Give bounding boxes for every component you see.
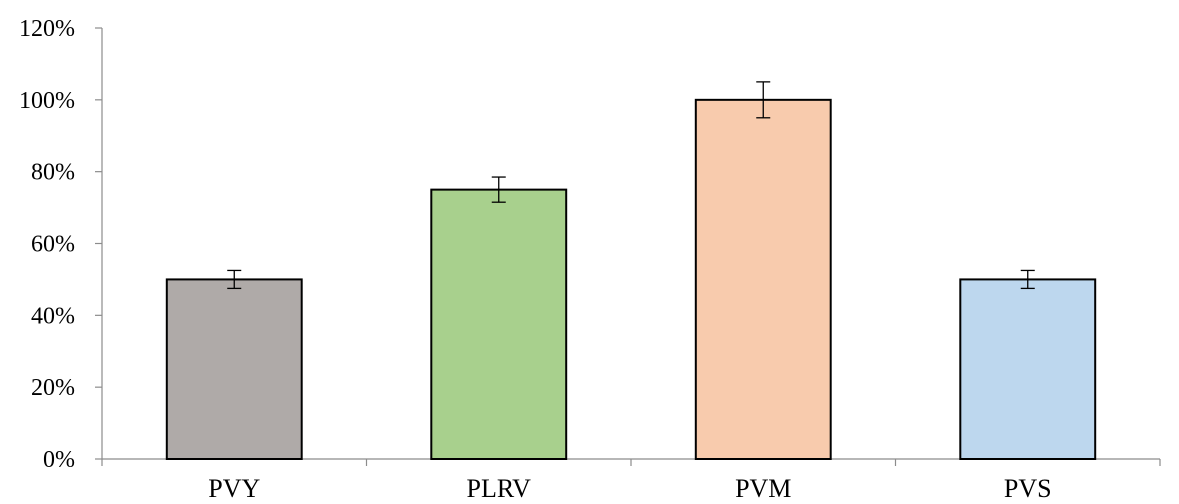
x-tick-label-pvs: PVS: [1004, 474, 1052, 503]
y-tick-label: 100%: [19, 88, 75, 114]
bar-plrv: [430, 188, 568, 460]
y-tick-label: 20%: [31, 375, 75, 401]
bar-pvm: [694, 98, 832, 460]
bar-pvs: [959, 278, 1097, 460]
x-tick-label-pvm: PVM: [735, 474, 791, 503]
y-tick-label: 40%: [31, 303, 75, 329]
x-tick-label-pvy: PVY: [208, 474, 260, 503]
y-tick-label: 0%: [43, 447, 75, 473]
error-bars: [227, 81, 1035, 290]
x-tick-label-plrv: PLRV: [467, 474, 532, 503]
y-axis: 0% 20% 40% 60% 80% 100% 120%: [19, 16, 103, 473]
y-tick-label: 60%: [31, 232, 75, 258]
bar-pvy: [165, 278, 303, 460]
y-tick-label: 80%: [31, 160, 75, 186]
x-axis: PVY PLRV PVM PVS: [101, 458, 1161, 503]
y-tick-label: 120%: [19, 16, 75, 42]
bars: [165, 98, 1097, 460]
